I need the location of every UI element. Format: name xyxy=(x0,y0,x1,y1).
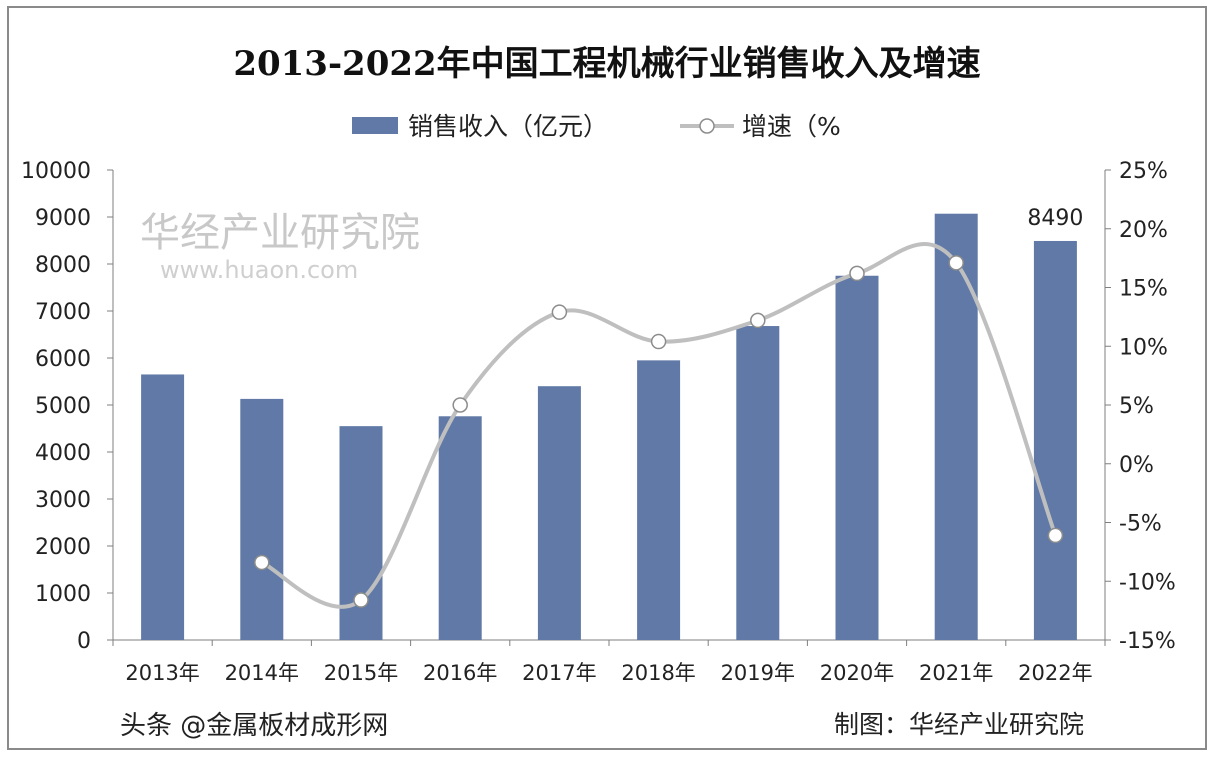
watermark-publisher: 华经产业研究院 xyxy=(140,210,420,256)
bar-2013年 xyxy=(141,374,185,640)
left-tick-label: 4000 xyxy=(35,441,91,466)
x-tick-label: 2022年 xyxy=(1018,661,1092,685)
left-tick-label: 0 xyxy=(77,629,91,654)
x-tick-label: 2015年 xyxy=(324,661,398,685)
right-tick-label: 15% xyxy=(1119,277,1168,302)
legend-line-marker xyxy=(699,118,715,134)
bar-2017年 xyxy=(537,386,581,640)
bar-2020年 xyxy=(835,275,879,640)
bar-2018年 xyxy=(637,360,681,640)
growth-point xyxy=(254,554,270,571)
data-label: 8490 xyxy=(1027,206,1083,231)
bar-2021年 xyxy=(934,213,978,640)
growth-point xyxy=(750,312,766,329)
right-tick-label: -15% xyxy=(1119,629,1176,654)
right-tick-label: 25% xyxy=(1119,159,1168,184)
x-tick-label: 2017年 xyxy=(522,661,596,685)
legend-bar-swatch xyxy=(352,117,398,134)
left-tick-label: 2000 xyxy=(35,535,91,560)
growth-point xyxy=(353,592,369,608)
watermark-account: 头条 @金属板材成形网 xyxy=(120,711,389,741)
bar-2019年 xyxy=(736,326,780,640)
right-tick-label: -10% xyxy=(1119,570,1176,595)
x-tick-label: 2018年 xyxy=(621,661,695,685)
bar-2016年 xyxy=(438,416,482,640)
x-tick-label: 2013年 xyxy=(125,661,199,685)
x-tick-label: 2016年 xyxy=(423,661,497,685)
growth-point xyxy=(1047,527,1064,544)
growth-point xyxy=(551,304,568,320)
source-note: 制图：华经产业研究院 xyxy=(833,710,1084,739)
left-tick-label: 9000 xyxy=(35,206,91,231)
left-tick-label: 5000 xyxy=(35,394,91,419)
bar-2014年 xyxy=(240,398,284,640)
x-tick-label: 2020年 xyxy=(820,661,894,685)
legend-bar-label: 销售收入（亿元） xyxy=(408,112,608,141)
right-tick-label: -5% xyxy=(1119,512,1162,537)
chart-title: 2013-2022年中国工程机械行业销售收入及增速 xyxy=(233,44,981,84)
legend-line-label: 增速（% xyxy=(742,112,841,141)
right-tick-label: 0% xyxy=(1119,453,1154,478)
growth-point xyxy=(452,397,468,413)
left-tick-label: 3000 xyxy=(35,488,91,513)
x-tick-label: 2021年 xyxy=(919,661,993,685)
x-tick-label: 2014年 xyxy=(225,661,299,685)
x-tick-label: 2019年 xyxy=(721,661,795,685)
left-tick-label: 6000 xyxy=(35,347,91,372)
left-tick-label: 8000 xyxy=(35,253,91,278)
watermark-url: www.huaon.com xyxy=(160,256,359,284)
right-tick-label: 20% xyxy=(1119,218,1168,243)
growth-point xyxy=(650,333,667,350)
growth-point xyxy=(948,255,964,271)
right-tick-label: 10% xyxy=(1119,335,1168,360)
right-tick-label: 5% xyxy=(1119,394,1154,419)
bar-2022年 xyxy=(1033,240,1077,640)
left-tick-label: 10000 xyxy=(21,159,91,184)
left-tick-label: 1000 xyxy=(35,582,91,607)
growth-point xyxy=(849,265,865,282)
left-tick-label: 7000 xyxy=(35,300,91,325)
